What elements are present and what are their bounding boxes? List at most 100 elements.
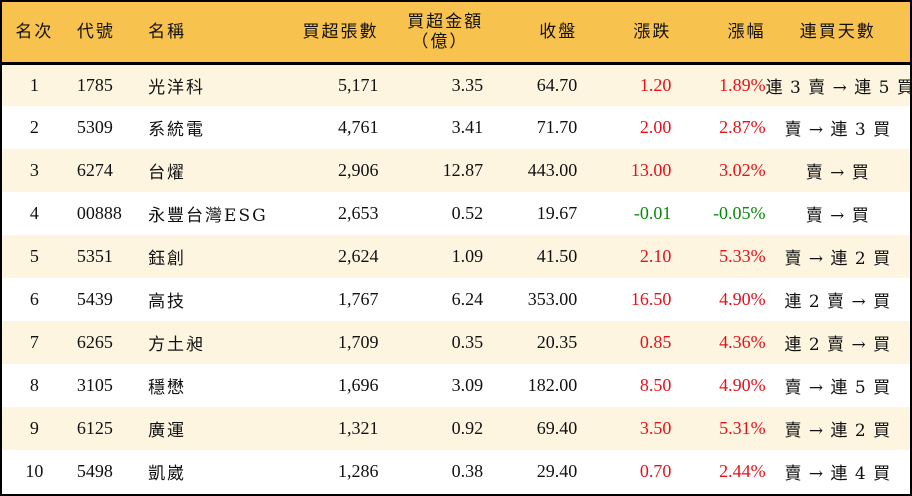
code-cell: 5498 — [76, 461, 113, 481]
change-pct-cell: 2.87% — [719, 117, 766, 137]
change-cell: 0.85 — [639, 332, 672, 352]
name-cell: 高技 — [148, 292, 187, 312]
change-cell: 8.50 — [639, 375, 672, 395]
net-buy-amount-cell: 3.35 — [451, 74, 484, 95]
net-buy-lots-cell: 2,624 — [338, 246, 379, 266]
change-cell: -0.01 — [633, 203, 672, 223]
net-buy-lots-cell: 2,906 — [338, 160, 379, 180]
change-cell: 2.10 — [639, 246, 672, 266]
table-row: 4 00888 永豐台灣ESG 2,653 0.52 19.67 -0.01 -… — [2, 192, 910, 235]
code-cell: 5309 — [76, 117, 113, 137]
close-cell: 71.70 — [536, 117, 578, 137]
rank-cell: 3 — [29, 160, 39, 180]
name-cell: 系統電 — [148, 120, 206, 140]
header-name: 名稱 — [140, 2, 287, 65]
rank-cell: 7 — [29, 332, 39, 352]
name-cell: 光洋科 — [148, 77, 206, 98]
close-cell: 443.00 — [527, 160, 578, 180]
change-pct-cell: -0.05% — [713, 203, 766, 223]
header-row: 名次 代號 名稱 買超張數 買超金額 （億） 收盤 漲跌 漲幅 連買天數 — [2, 2, 910, 65]
net-buy-amount-cell: 1.09 — [451, 246, 484, 266]
net-buy-lots-cell: 1,286 — [338, 461, 379, 481]
close-cell: 69.40 — [536, 418, 578, 438]
table-row: 3 6274 台燿 2,906 12.87 443.00 13.00 3.02%… — [2, 149, 910, 192]
streak-cell: 賣 → 連 2 買 — [784, 421, 892, 441]
rank-cell: 1 — [29, 74, 39, 95]
header-change-pct: 漲幅 — [671, 2, 766, 65]
code-cell: 1785 — [76, 74, 113, 95]
header-close: 收盤 — [483, 2, 578, 65]
name-cell: 永豐台灣ESG — [148, 206, 268, 226]
header-rank: 名次 — [2, 2, 67, 65]
name-cell: 鈺創 — [148, 249, 187, 269]
net-buy-amount-cell: 3.41 — [451, 117, 484, 137]
name-cell: 方土昶 — [148, 335, 206, 355]
net-buy-amount-cell: 6.24 — [451, 289, 484, 309]
net-buy-lots-cell: 2,653 — [338, 203, 379, 223]
close-cell: 41.50 — [536, 246, 578, 266]
table-row: 10 5498 凱崴 1,286 0.38 29.40 0.70 2.44% 賣… — [2, 450, 910, 493]
header-net-buy-amount-unit: （億） — [411, 31, 469, 52]
change-pct-cell: 5.31% — [719, 418, 766, 438]
name-cell: 穩懋 — [148, 378, 187, 398]
close-cell: 29.40 — [536, 461, 578, 481]
streak-cell: 賣 → 連 2 買 — [784, 249, 892, 269]
streak-cell: 連 3 賣 → 連 5 買 — [765, 77, 912, 98]
net-buy-amount-cell: 0.52 — [451, 203, 484, 223]
name-cell: 凱崴 — [148, 464, 187, 484]
change-pct-cell: 2.44% — [719, 461, 766, 481]
change-pct-cell: 4.90% — [719, 289, 766, 309]
header-code: 代號 — [66, 2, 141, 65]
header-net-buy-amount: 買超金額 （億） — [378, 2, 484, 65]
table-row: 8 3105 穩懋 1,696 3.09 182.00 8.50 4.90% 賣… — [2, 364, 910, 407]
streak-cell: 連 2 賣 → 買 — [784, 335, 892, 355]
change-cell: 16.50 — [630, 289, 672, 309]
change-cell: 1.20 — [639, 74, 672, 95]
code-cell: 3105 — [76, 375, 113, 395]
net-buy-amount-cell: 0.92 — [451, 418, 484, 438]
net-buy-lots-cell: 1,696 — [338, 375, 379, 395]
close-cell: 19.67 — [536, 203, 578, 223]
change-cell: 0.70 — [639, 461, 672, 481]
streak-cell: 賣 → 買 — [805, 206, 870, 226]
change-pct-cell: 5.33% — [719, 246, 766, 266]
rank-cell: 6 — [29, 289, 39, 309]
streak-cell: 賣 → 連 5 買 — [784, 378, 892, 398]
header-net-buy-lots: 買超張數 — [286, 2, 379, 65]
rank-cell: 9 — [29, 418, 39, 438]
rank-cell: 4 — [29, 203, 39, 223]
name-cell: 廣運 — [148, 421, 187, 441]
rank-cell: 8 — [29, 375, 39, 395]
close-cell: 20.35 — [536, 332, 578, 352]
close-cell: 353.00 — [527, 289, 578, 309]
close-cell: 182.00 — [527, 375, 578, 395]
net-buy-lots-cell: 5,171 — [338, 74, 379, 95]
header-change: 漲跌 — [577, 2, 672, 65]
code-cell: 6274 — [76, 160, 113, 180]
net-buy-amount-cell: 0.35 — [451, 332, 484, 352]
streak-cell: 賣 → 連 3 買 — [784, 120, 892, 140]
table-row: 7 6265 方土昶 1,709 0.35 20.35 0.85 4.36% 連… — [2, 321, 910, 364]
change-cell: 2.00 — [639, 117, 672, 137]
rank-cell: 5 — [29, 246, 39, 266]
name-cell: 台燿 — [148, 163, 187, 183]
change-pct-cell: 4.90% — [719, 375, 766, 395]
table-row: 2 5309 系統電 4,761 3.41 71.70 2.00 2.87% 賣… — [2, 106, 910, 149]
net-buy-lots-cell: 1,321 — [338, 418, 379, 438]
header-streak: 連買天數 — [765, 2, 910, 65]
net-buy-amount-cell: 12.87 — [442, 160, 484, 180]
code-cell: 6125 — [76, 418, 113, 438]
change-pct-cell: 1.89% — [719, 74, 766, 95]
rank-cell: 10 — [25, 461, 44, 481]
change-pct-cell: 3.02% — [719, 160, 766, 180]
streak-cell: 賣 → 連 4 買 — [784, 464, 892, 484]
rank-cell: 2 — [29, 117, 39, 137]
code-cell: 5439 — [76, 289, 113, 309]
code-cell: 00888 — [76, 203, 122, 223]
net-buy-amount-cell: 0.38 — [451, 461, 484, 481]
net-buy-lots-cell: 1,709 — [338, 332, 379, 352]
header-net-buy-amount-line1: 買超金額 — [407, 11, 484, 32]
net-buy-amount-cell: 3.09 — [451, 375, 484, 395]
